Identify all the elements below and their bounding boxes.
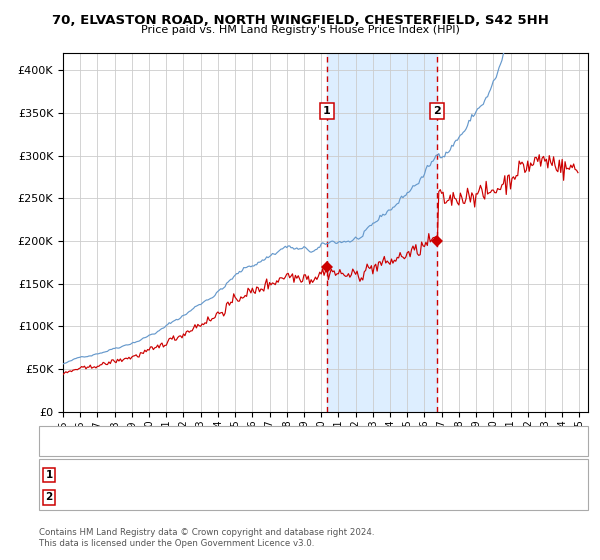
Text: HPI: Average price, detached house, North East Derbyshire: HPI: Average price, detached house, Nort… — [87, 444, 376, 454]
Text: This data is licensed under the Open Government Licence v3.0.: This data is licensed under the Open Gov… — [39, 539, 314, 548]
Text: 2: 2 — [434, 106, 441, 116]
Text: 2: 2 — [46, 492, 53, 502]
Text: 70, ELVASTON ROAD, NORTH WINGFIELD, CHESTERFIELD, S42 5HH: 70, ELVASTON ROAD, NORTH WINGFIELD, CHES… — [52, 14, 548, 27]
Text: 12% ↓ HPI: 12% ↓ HPI — [318, 492, 373, 502]
Text: 21-OCT-2016: 21-OCT-2016 — [75, 492, 143, 502]
Text: 14-MAY-2010: 14-MAY-2010 — [75, 470, 142, 480]
Text: 70, ELVASTON ROAD, NORTH WINGFIELD, CHESTERFIELD, S42 5HH (detached house): 70, ELVASTON ROAD, NORTH WINGFIELD, CHES… — [87, 427, 503, 437]
Text: ————: ———— — [51, 427, 95, 437]
Bar — [327, 53, 437, 412]
Text: Price paid vs. HM Land Registry's House Price Index (HPI): Price paid vs. HM Land Registry's House … — [140, 25, 460, 35]
Text: 1: 1 — [46, 470, 53, 480]
Text: ————: ———— — [51, 444, 95, 454]
Text: Contains HM Land Registry data © Crown copyright and database right 2024.: Contains HM Land Registry data © Crown c… — [39, 528, 374, 536]
Text: £200,000: £200,000 — [192, 492, 241, 502]
Text: 14% ↓ HPI: 14% ↓ HPI — [318, 470, 373, 480]
Text: 1: 1 — [323, 106, 331, 116]
Text: £169,000: £169,000 — [192, 470, 241, 480]
